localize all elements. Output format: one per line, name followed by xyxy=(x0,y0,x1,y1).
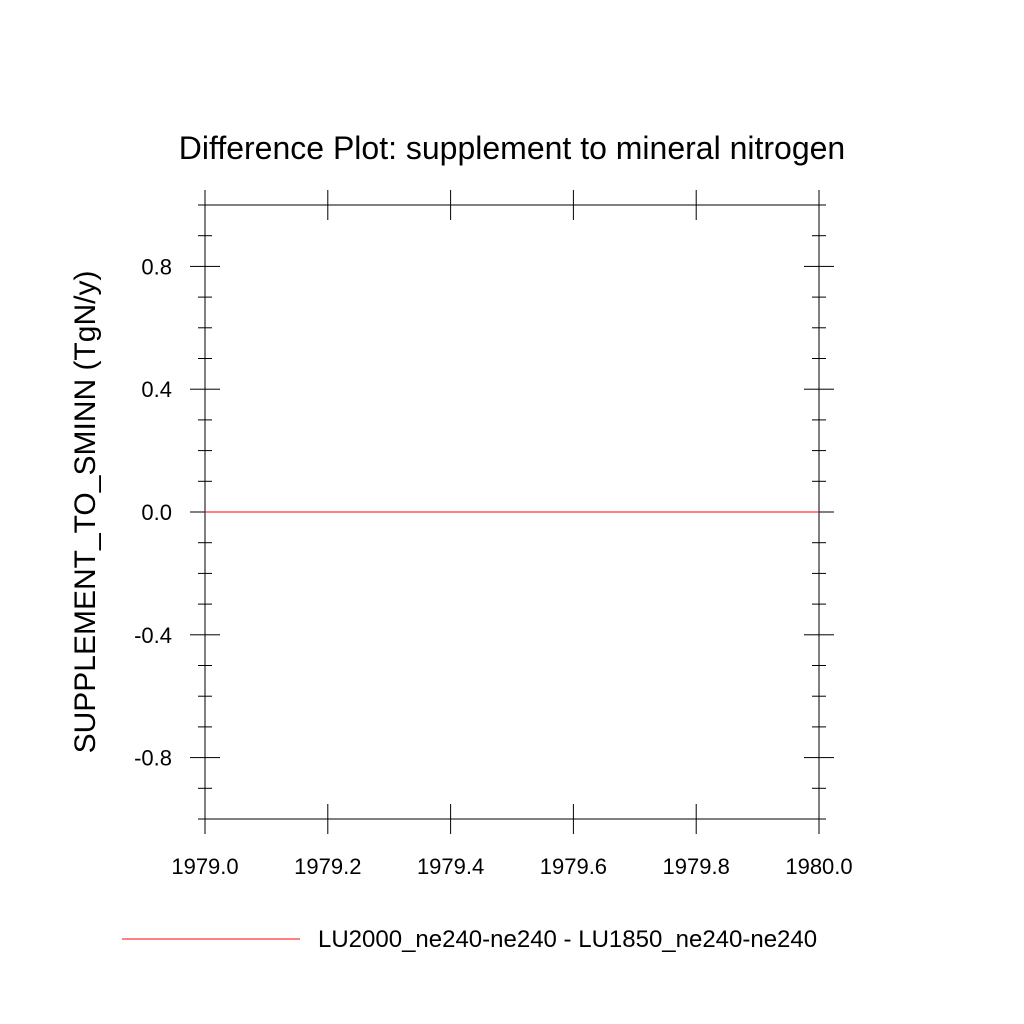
y-tick-label: 0.8 xyxy=(141,254,172,279)
x-axis-ticks: 1979.0 1979.2 1979.4 1979.6 1979.8 1980.0 xyxy=(171,190,853,879)
x-tick-label: 1979.2 xyxy=(294,854,361,879)
x-tick-label: 1979.0 xyxy=(171,854,238,879)
y-tick-label: -0.4 xyxy=(134,623,172,648)
x-tick-label: 1979.6 xyxy=(540,854,607,879)
y-tick-label: 0.0 xyxy=(141,500,172,525)
y-axis-label: SUPPLEMENT_TO_SMINN (TgN/y) xyxy=(69,271,102,754)
y-tick-label: 0.4 xyxy=(141,377,172,402)
legend: LU2000_ne240-ne240 - LU1850_ne240-ne240 xyxy=(122,926,817,953)
x-tick-label: 1980.0 xyxy=(785,854,852,879)
y-axis-ticks: -0.8 -0.4 0.0 0.4 0.8 xyxy=(134,204,834,820)
chart-title: Difference Plot: supplement to mineral n… xyxy=(179,130,845,166)
x-tick-label: 1979.4 xyxy=(417,854,484,879)
x-tick-label: 1979.8 xyxy=(663,854,730,879)
legend-label: LU2000_ne240-ne240 - LU1850_ne240-ne240 xyxy=(318,926,817,953)
y-tick-label: -0.8 xyxy=(134,746,172,771)
